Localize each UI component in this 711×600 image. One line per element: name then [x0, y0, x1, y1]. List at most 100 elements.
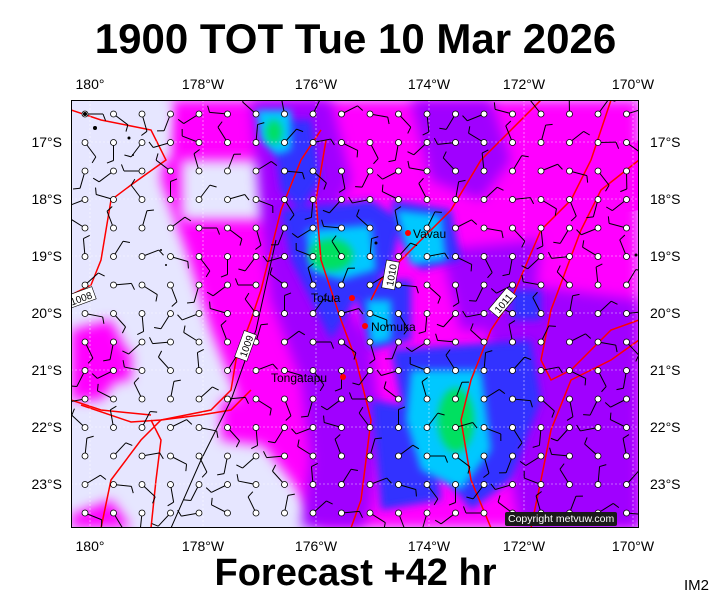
wind-barb-feather [387, 117, 390, 125]
wind-barb-feather [137, 330, 144, 335]
wind-station-circle [594, 310, 602, 317]
lat-label-left: 17°S [31, 134, 62, 150]
wind-barb-feather [521, 155, 529, 158]
wind-station-circle [452, 110, 459, 118]
wind-station-circle [509, 167, 516, 175]
wind-barb-feather [348, 196, 353, 204]
wind-barb-feather [170, 178, 178, 182]
wind-barb-feather [619, 234, 626, 241]
wind-station-circle [281, 452, 288, 460]
wind-station-circle [224, 310, 231, 317]
wind-barb-feather [323, 415, 325, 423]
wind-station-circle [110, 338, 117, 346]
wind-station-circle [81, 395, 89, 403]
wind-barb-feather [566, 416, 574, 421]
wind-barb-feather [519, 460, 527, 466]
wind-station-circle [537, 367, 545, 374]
wind-barb-feather [422, 131, 430, 136]
wind-barb-feather [92, 177, 100, 183]
wind-station-circle [195, 167, 203, 175]
wind-barb-feather [330, 138, 335, 146]
wind-barb-feather [462, 310, 467, 318]
wind-station-circle [224, 167, 231, 175]
wind-barb-feather [201, 471, 208, 478]
wind-station-circle [224, 253, 231, 260]
wind-station-circle [566, 167, 573, 175]
wind-station-circle [366, 110, 374, 118]
lon-label-top: 174°W [407, 76, 451, 92]
wind-barb-feather [285, 415, 292, 421]
wind-barb-feather [383, 381, 387, 389]
wind-station-circle [138, 139, 146, 146]
wind-station-circle [252, 196, 260, 203]
wind-barb-feather [437, 412, 445, 416]
wind-station-circle [480, 110, 488, 118]
lat-label-right: 23°S [650, 476, 681, 492]
wind-barb-feather [616, 387, 624, 391]
wind-barb-feather [545, 123, 553, 126]
wind-station-circle [138, 196, 146, 203]
wind-barb-feather [244, 194, 250, 201]
lon-label-bottom: 174°W [407, 538, 451, 554]
wind-station-circle [309, 281, 317, 289]
wind-station-circle [281, 481, 288, 488]
lon-label-top: 170°W [611, 76, 655, 92]
wind-station-circle [623, 139, 630, 146]
wind-station-circle [110, 424, 117, 431]
wind-barb-feather [376, 174, 383, 180]
wind-barb-feather [548, 325, 556, 327]
wind-station-circle [138, 424, 146, 431]
wind-station-circle [338, 224, 345, 232]
wind-barb-feather [155, 294, 158, 302]
wind-station-circle [195, 338, 203, 346]
wind-station-circle [81, 281, 89, 289]
wind-barb-feather [150, 410, 158, 413]
map-title: 1900 TOT Tue 10 Mar 2026 [94, 15, 617, 62]
wind-station-circle [623, 110, 630, 118]
wind-station-circle [480, 452, 488, 460]
wind-station-circle [395, 338, 402, 346]
wind-barb-feather [572, 293, 580, 297]
wind-station-circle [338, 196, 345, 203]
wind-station-circle [395, 395, 402, 403]
wind-station-circle [566, 110, 573, 118]
wind-barb-feather [493, 102, 496, 110]
wind-station-circle [566, 452, 573, 460]
wind-barb-feather [197, 349, 204, 354]
wind-barb-feather [353, 352, 357, 360]
wind-station-circle [537, 253, 545, 260]
wind-barb-feather [100, 474, 107, 480]
wind-barb-feather [255, 244, 262, 250]
lat-label-left: 23°S [31, 476, 62, 492]
wind-station-circle [138, 338, 146, 346]
wind-barb-feather [270, 161, 278, 167]
wind-barb-feather [436, 323, 444, 328]
wind-barb-feather [357, 105, 364, 111]
wind-station-circle [452, 338, 459, 346]
wind-station-circle [110, 395, 117, 403]
wind-station-circle [138, 253, 146, 260]
wind-station-circle [195, 196, 203, 203]
wind-barb-feather [445, 349, 451, 356]
wind-barb-feather [210, 497, 213, 505]
lat-label-left: 20°S [31, 305, 62, 321]
wind-barb-feather [217, 121, 223, 128]
wind-barb-feather [177, 118, 185, 124]
wind-barb-feather [490, 288, 497, 294]
wind-barb-feather [620, 188, 628, 193]
wind-station-circle [224, 395, 231, 403]
wind-station-circle [224, 481, 231, 488]
lon-label-bottom: 178°W [181, 538, 225, 554]
wind-barb-feather [462, 115, 468, 122]
wind-station-circle [338, 167, 345, 175]
wind-station-circle [138, 452, 146, 460]
rainfall-wind-map: 1008 1009 1010 1011 Vavau Tofua Nomuka [71, 100, 639, 528]
wind-barb-feather [467, 466, 471, 474]
wind-barb-feather [570, 215, 577, 222]
wind-barb-feather [412, 444, 420, 450]
wind-barb-feather [272, 464, 277, 472]
wind-station-circle [566, 196, 573, 203]
wind-station-circle [480, 196, 488, 203]
wind-barb-feather [205, 487, 212, 493]
wind-barb-feather [452, 302, 460, 307]
